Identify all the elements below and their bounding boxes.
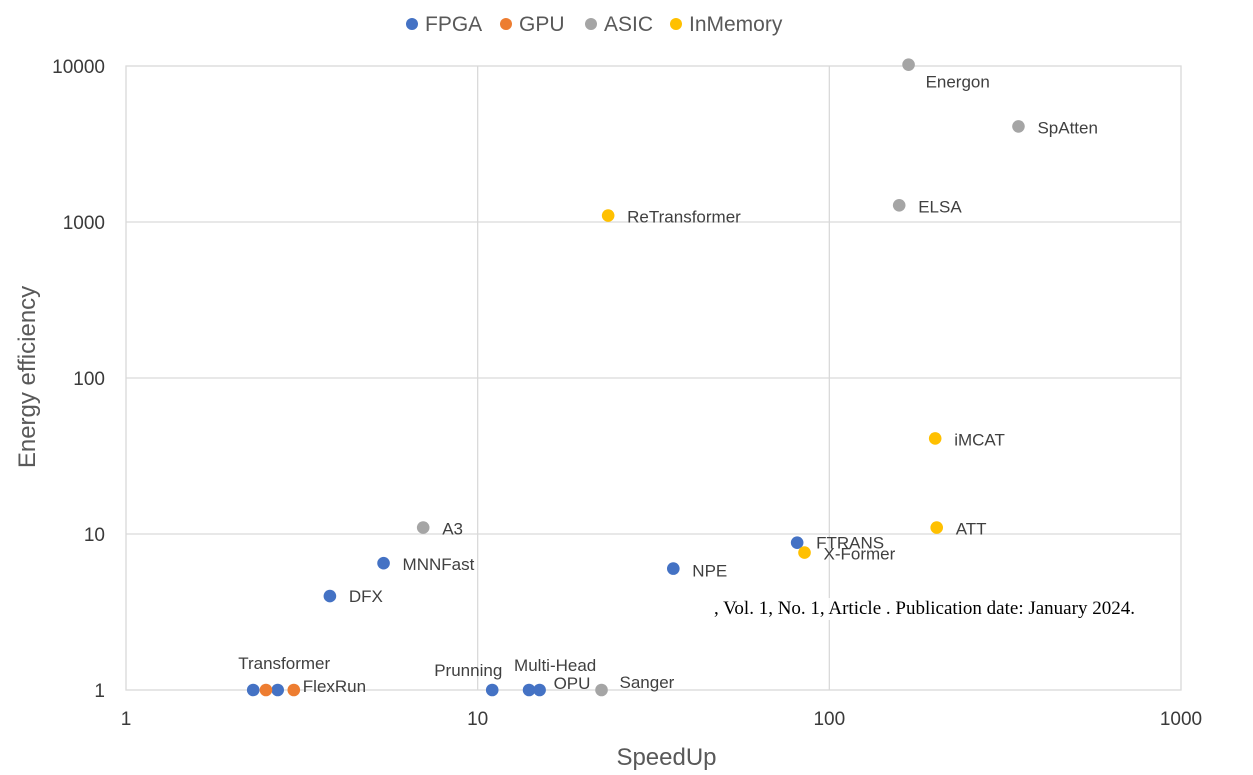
data-point — [259, 683, 273, 697]
y-axis-title: Energy efficiency — [14, 286, 41, 468]
data-label: DFX — [349, 587, 383, 606]
legend-label-inmemory: InMemory — [689, 13, 783, 36]
data-label: SpAtten — [1037, 118, 1098, 137]
data-point — [1012, 120, 1025, 133]
data-label: ATT — [956, 520, 987, 539]
data-point — [790, 536, 804, 549]
data-label: ReTransformer — [627, 208, 741, 227]
legend-label-fpga: FPGA — [425, 13, 482, 36]
data-point — [902, 58, 915, 71]
legend-label-asic: ASIC — [604, 13, 653, 36]
data-point — [666, 562, 680, 575]
y-tick-label: 10000 — [52, 57, 105, 78]
data-label: Transformer — [238, 654, 330, 673]
y-tick-label: 10 — [84, 525, 105, 546]
y-tick-label: 1 — [94, 681, 105, 702]
legend-marker-fpga — [406, 18, 418, 30]
data-label: Multi-Head — [514, 656, 596, 675]
legend-marker-inmemory — [670, 18, 682, 30]
data-label: ELSA — [918, 197, 962, 216]
grid-lines — [126, 66, 1181, 690]
legend: FPGA GPU ASIC InMemory — [406, 13, 783, 36]
data-point — [485, 683, 499, 697]
data-point — [595, 683, 608, 697]
data-label: OPU — [554, 674, 591, 693]
x-tick-label: 10 — [467, 709, 488, 730]
data-point — [928, 432, 942, 445]
data-point — [798, 546, 811, 559]
data-label: X-Former — [824, 545, 896, 564]
data-label: MNNFast — [403, 555, 475, 574]
data-point — [930, 521, 944, 534]
y-tick-label: 100 — [73, 369, 105, 390]
x-tick-label: 1000 — [1160, 709, 1202, 730]
data-point — [246, 683, 260, 697]
data-label: Sanger — [620, 673, 675, 692]
data-point — [892, 198, 906, 212]
data-point — [287, 683, 301, 697]
axis-ticks: 1 10 100 1000 1 10 100 1000 10000 — [52, 57, 1202, 730]
data-label: A3 — [442, 520, 463, 539]
data-label: Energon — [926, 73, 990, 92]
x-axis-title: SpeedUp — [616, 744, 716, 771]
data-point — [323, 589, 337, 603]
data-point — [533, 683, 546, 697]
y-tick-label: 1000 — [63, 213, 105, 234]
legend-label-gpu: GPU — [519, 13, 565, 36]
data-point — [522, 683, 536, 697]
data-point — [416, 521, 430, 534]
data-points — [246, 58, 1025, 697]
legend-marker-gpu — [500, 18, 512, 30]
data-label: FlexRun — [303, 677, 366, 696]
x-tick-label: 1 — [121, 709, 132, 730]
data-label: Prunning — [434, 661, 502, 680]
publication-footer: , Vol. 1, No. 1, Article . Publication d… — [714, 598, 1135, 620]
legend-marker-asic — [585, 18, 597, 30]
plot-area-border — [125, 65, 1182, 691]
x-tick-label: 100 — [813, 709, 845, 730]
data-point — [377, 556, 390, 570]
data-labels: Transformer DFX MNNFast Prunning Multi-HeadO… — [238, 73, 1098, 696]
data-label: NPE — [692, 562, 727, 581]
data-point — [271, 683, 284, 697]
data-label: iMCAT — [954, 430, 1005, 449]
data-point — [601, 209, 615, 222]
data-label: FTRANS — [816, 534, 884, 553]
